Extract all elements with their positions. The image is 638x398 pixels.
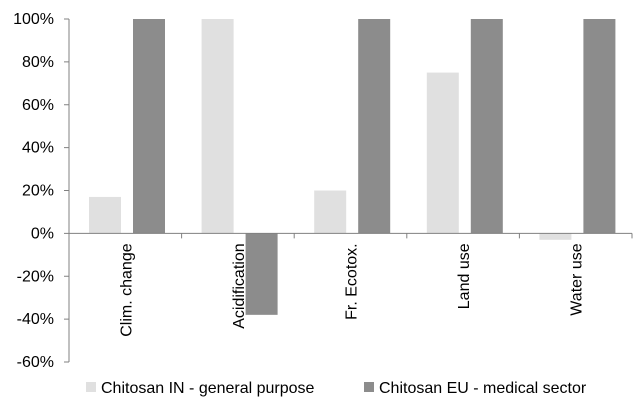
y-tick-label: -40% <box>17 311 54 328</box>
bar-chitosan-eu-4 <box>583 19 616 234</box>
legend-label-chitosan-in: Chitosan IN - general purpose <box>101 380 315 397</box>
y-tick-label: 40% <box>22 140 54 157</box>
axes <box>68 19 633 362</box>
bar-chitosan-eu-3 <box>470 19 503 234</box>
y-tick-label: -60% <box>17 354 54 371</box>
y-tick-label: -20% <box>17 268 54 285</box>
bar-chitosan-in-4 <box>539 233 572 240</box>
category-label: Fr. Ecotox. <box>344 243 361 319</box>
y-tick-label: 0% <box>31 225 54 242</box>
y-tick-label: 60% <box>22 97 54 114</box>
y-axis-ticks: -60% -40% -20% 0% 20% 40% 60% 80% 100% <box>13 11 69 371</box>
bar-chitosan-in-0 <box>89 196 121 234</box>
bars <box>89 19 616 315</box>
y-tick-label: 20% <box>22 183 54 200</box>
category-labels: Clim. change Acidification Fr. Ecotox. Land… <box>118 243 585 336</box>
category-label: Clim. change <box>118 243 135 336</box>
category-label: Land use <box>456 243 473 309</box>
bar-chitosan-eu-0 <box>133 19 165 234</box>
bar-chitosan-eu-1 <box>245 233 278 315</box>
y-tick-label: 100% <box>13 11 54 28</box>
bar-chitosan-in-1 <box>201 19 234 234</box>
y-tick-label: 80% <box>22 54 54 71</box>
legend-swatch-chitosan-eu <box>364 382 374 392</box>
bar-chitosan-in-2 <box>314 190 347 234</box>
legend-label-chitosan-eu: Chitosan EU - medical sector <box>379 380 587 397</box>
legend: Chitosan IN - general purpose Chitosan E… <box>86 380 587 397</box>
category-label: Water use <box>569 243 586 315</box>
legend-swatch-chitosan-in <box>86 382 96 392</box>
bar-chitosan-eu-2 <box>358 19 391 234</box>
category-label: Acidification <box>231 243 248 328</box>
bar-chitosan-in-3 <box>426 72 459 234</box>
